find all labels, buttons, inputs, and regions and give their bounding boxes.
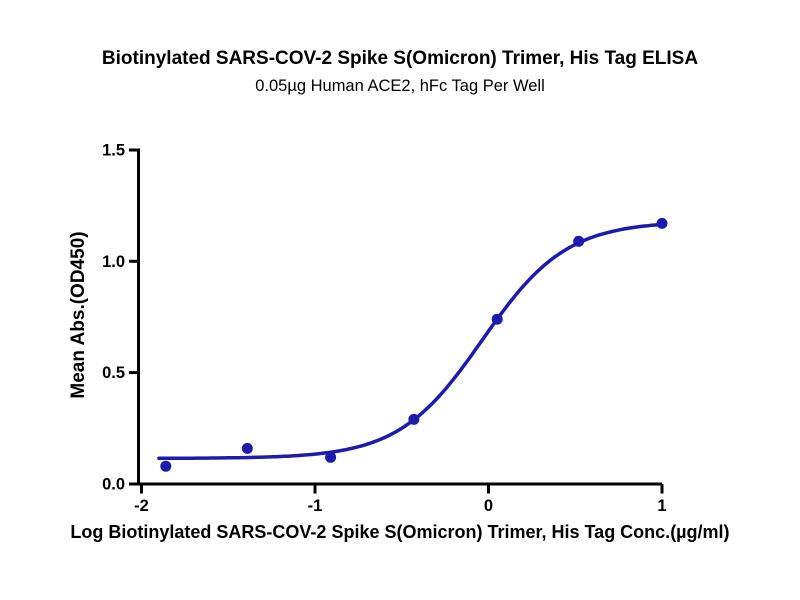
- x-tick-label: -2: [134, 497, 149, 515]
- data-point: [408, 413, 420, 425]
- y-tick-label: 1.5: [102, 142, 125, 160]
- y-tick-label: 0.0: [102, 476, 125, 494]
- y-axis-label: Mean Abs.(OD450): [68, 231, 89, 399]
- data-point: [491, 313, 503, 325]
- data-point: [325, 451, 337, 463]
- data-point: [573, 235, 585, 247]
- x-tick-label: 0: [484, 497, 493, 515]
- data-point: [656, 217, 668, 229]
- y-tick-label: 1.0: [102, 253, 125, 271]
- x-axis-label: Log Biotinylated SARS-COV-2 Spike S(Omic…: [70, 522, 730, 542]
- data-point: [241, 442, 253, 454]
- chart-title: Biotinylated SARS-COV-2 Spike S(Omicron)…: [101, 48, 699, 69]
- data-point: [160, 460, 172, 472]
- x-tick-label: 1: [657, 497, 666, 515]
- y-tick-label: 0.5: [102, 364, 125, 382]
- axis-frame: [137, 148, 662, 486]
- chart-subtitle: 0.05µg Human ACE2, hFc Tag Per Well: [255, 77, 545, 95]
- x-tick-label: -1: [308, 497, 323, 515]
